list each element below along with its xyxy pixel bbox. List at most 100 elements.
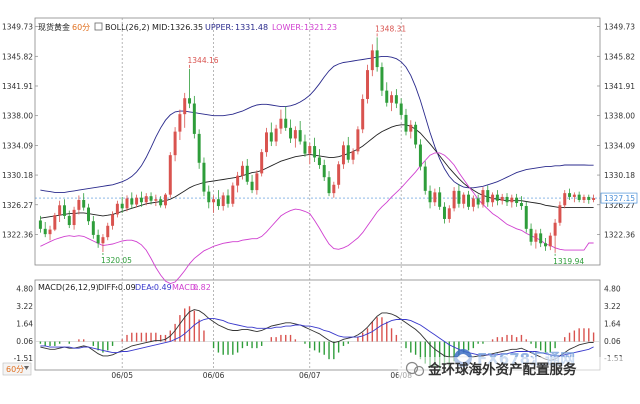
candle — [62, 199, 66, 219]
candle-body — [236, 175, 240, 186]
period-tag: 60分 — [72, 23, 90, 32]
candle — [582, 194, 586, 204]
y-tick-label-right: 1322.36 — [604, 230, 635, 239]
candle-body — [67, 215, 71, 226]
candle-body — [433, 192, 437, 203]
candle-body — [582, 196, 586, 200]
candle — [539, 228, 543, 248]
candle-body — [462, 194, 466, 204]
candle — [409, 120, 413, 139]
candle-body — [120, 203, 124, 209]
candle — [82, 193, 86, 211]
candle — [87, 203, 90, 226]
candle — [327, 171, 331, 197]
candle — [467, 190, 471, 210]
candle-body — [197, 133, 201, 163]
candle-body — [505, 196, 509, 203]
y-tick-label-right: 1334.09 — [604, 141, 635, 150]
macd-dea-line — [40, 317, 594, 357]
candle-body — [82, 199, 86, 208]
macd-value: 0.82 — [193, 283, 211, 292]
candle-body — [62, 205, 66, 216]
lower-value: 1321.23 — [304, 23, 337, 32]
candle — [96, 229, 100, 248]
candle — [322, 159, 326, 181]
candle-body — [341, 145, 345, 165]
wechat-watermark: 金环球海外资产配置服务 — [398, 357, 638, 381]
candle-body — [38, 220, 42, 229]
y-tick-label-right: 1338.00 — [604, 112, 635, 121]
candle-body — [91, 221, 95, 235]
candle-body — [221, 195, 225, 207]
candle — [544, 237, 547, 251]
candle — [58, 200, 62, 222]
candle-body — [418, 144, 422, 167]
candle-body — [370, 50, 374, 71]
candle — [202, 157, 206, 197]
candle-body — [298, 130, 302, 142]
symbol-label: 现货黄金 — [38, 22, 70, 32]
candle-body — [467, 194, 471, 207]
candle — [221, 192, 225, 211]
candle-body — [303, 141, 307, 154]
candle-body — [135, 197, 139, 205]
candle-body — [500, 196, 504, 201]
low-annotation: 1319.94 — [553, 257, 584, 266]
candle — [452, 187, 456, 212]
upper-label: UPPER: — [205, 23, 234, 32]
y-tick-label-left: 1338.00 — [2, 112, 33, 121]
candle-body — [313, 146, 317, 158]
period-selector[interactable]: 60分 — [2, 362, 32, 376]
candle-body — [534, 233, 538, 242]
candle-body — [380, 67, 384, 91]
candle — [418, 139, 422, 171]
candle-body — [125, 198, 129, 209]
candle — [553, 218, 557, 253]
candle — [486, 185, 490, 207]
candle — [279, 109, 283, 134]
candle — [524, 201, 528, 233]
macd-y-tick-label-right: 0.06 — [604, 337, 621, 346]
mid-value: 1326.35 — [170, 23, 203, 32]
candle — [245, 158, 249, 185]
macd-label: MACD(26,12,9) — [38, 283, 99, 292]
macd-y-tick-label-left: -1.51 — [14, 354, 34, 363]
candle — [361, 94, 365, 134]
candle-body — [332, 184, 336, 194]
candle-body — [284, 118, 288, 128]
candle-body — [375, 50, 379, 68]
candle — [592, 194, 596, 203]
candle — [168, 152, 172, 198]
candle-body — [188, 98, 192, 104]
candle — [101, 234, 105, 252]
macd-value-label: MACD: — [172, 283, 199, 292]
legend-box-icon — [94, 22, 103, 31]
candle — [135, 194, 139, 208]
candle-body — [53, 215, 57, 230]
candle-body — [481, 190, 485, 205]
candle-body — [346, 145, 350, 160]
candle-body — [394, 95, 398, 104]
candle — [399, 98, 403, 119]
candle — [341, 141, 345, 169]
candle-body — [207, 191, 211, 203]
current-price-label: 1327.15 — [604, 194, 635, 203]
candle — [192, 95, 196, 139]
candle — [317, 149, 321, 169]
candle — [144, 193, 148, 206]
candle — [115, 200, 119, 218]
candle-body — [255, 173, 259, 191]
y-tick-label-left: 1330.18 — [2, 171, 33, 180]
candle — [491, 192, 495, 207]
candle — [390, 91, 394, 112]
candle — [572, 192, 576, 203]
y-tick-label-right: 1345.82 — [604, 52, 635, 61]
candle — [394, 89, 398, 109]
macd-diff-line — [40, 309, 594, 361]
candle-body — [529, 228, 533, 242]
candle — [197, 129, 201, 169]
high-annotation: 1344.16 — [188, 56, 219, 65]
high-annotation: 1348.31 — [375, 24, 406, 33]
candle-body — [327, 177, 331, 194]
